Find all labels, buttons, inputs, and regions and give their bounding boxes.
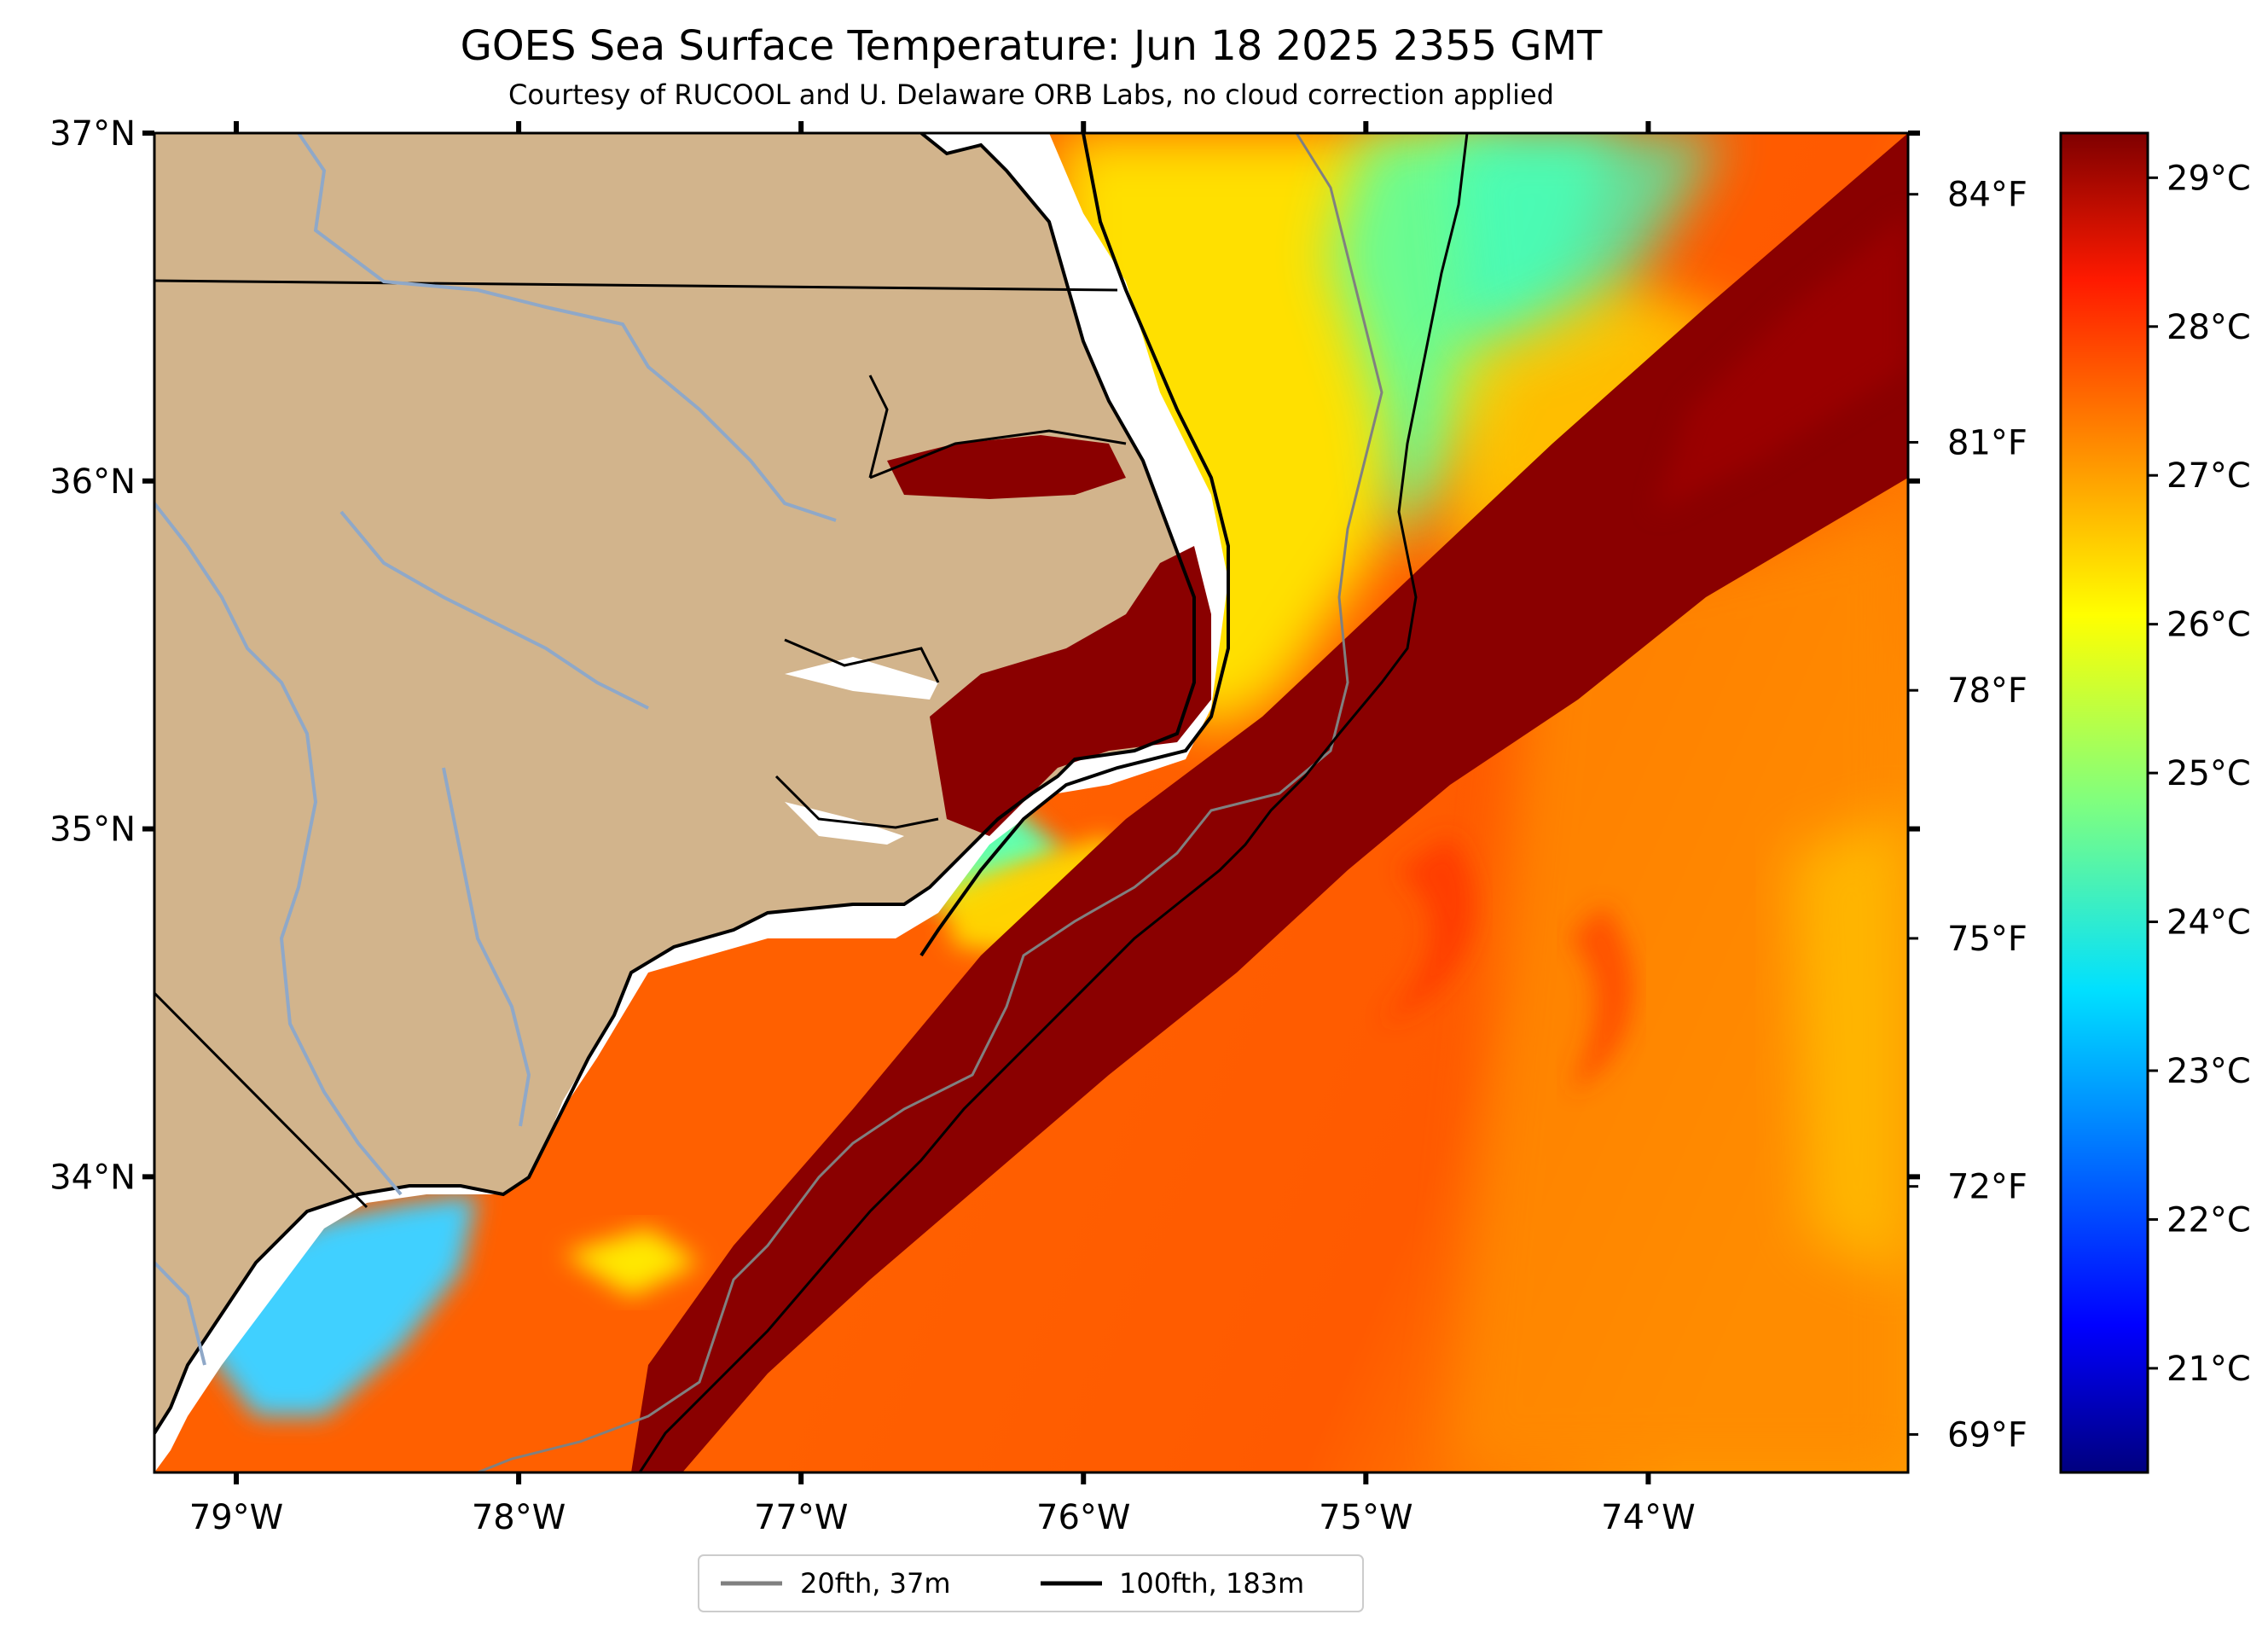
lat-tick-label: 37°N [49,114,136,154]
lat-tick-label: 34°N [49,1158,136,1197]
lat-tick-label: 36°N [49,462,136,502]
state-border-va-nc [154,279,1118,292]
isobath-100fth [638,133,1469,1472]
coastline [154,133,1196,1435]
fahrenheit-axis: 84°F 81°F 78°F 75°F 72°F 69°F [1908,176,2027,1455]
lon-tick-label: 76°W [1036,1498,1130,1537]
river [154,502,403,1196]
lon-tick-label: 77°W [754,1498,848,1537]
celsius-tick-label: 28°C [2166,308,2251,347]
celsius-tick-label: 23°C [2166,1052,2251,1091]
outer-banks [919,133,1230,957]
colorbar [2059,131,2149,1474]
lon-tick-label: 74°W [1601,1498,1695,1537]
celsius-tick-label: 25°C [2166,754,2251,793]
isobath-20fth [477,133,1383,1472]
fahrenheit-tick-label: 75°F [1947,920,2027,959]
lat-tick-label: 35°N [49,810,136,850]
river [154,1261,206,1366]
legend-label-100fth: 100fth, 183m [1119,1567,1304,1600]
longitude-axis: 79°W 78°W 77°W 76°W 75°W 74°W [189,121,1696,1537]
legend-box [698,1554,1364,1612]
river [442,767,531,1127]
lon-tick-label: 78°W [472,1498,566,1537]
map-subtitle: Courtesy of RUCOOL and U. Delaware ORB L… [508,78,1554,111]
fahrenheit-tick-label: 78°F [1947,671,2027,711]
fahrenheit-tick-label: 69°F [1947,1415,2027,1455]
map-panel [154,133,1908,1472]
fahrenheit-tick-label: 84°F [1947,176,2027,215]
map-frame [153,131,1910,1474]
map-title: GOES Sea Surface Temperature: Jun 18 202… [461,22,1603,70]
fahrenheit-tick-label: 72°F [1947,1168,2027,1207]
river [339,510,649,710]
legend: 20fth, 37m 100fth, 183m [698,1554,1364,1612]
legend-label-20fth: 20fth, 37m [800,1567,950,1600]
celsius-tick-label: 26°C [2166,606,2251,645]
albemarle-sound [887,435,1126,499]
celsius-tick-label: 24°C [2166,903,2251,943]
celsius-tick-label: 21°C [2166,1350,2251,1389]
lon-tick-label: 75°W [1319,1498,1412,1537]
lon-tick-label: 79°W [189,1498,283,1537]
land-layer [154,133,1230,1472]
river [297,133,837,522]
celsius-tick-label: 27°C [2166,456,2251,496]
state-border-nc-sc [154,991,368,1209]
latitude-axis: 37°N 36°N 35°N 34°N [49,114,1920,1197]
celsius-tick-label: 29°C [2166,159,2251,198]
pamlico-sound [930,546,1211,836]
fahrenheit-tick-label: 81°F [1947,423,2027,462]
celsius-tick-label: 22°C [2166,1200,2251,1240]
celsius-axis: 29°C 28°C 27°C 26°C 25°C 24°C 23°C 22°C 21°C [2148,159,2251,1389]
